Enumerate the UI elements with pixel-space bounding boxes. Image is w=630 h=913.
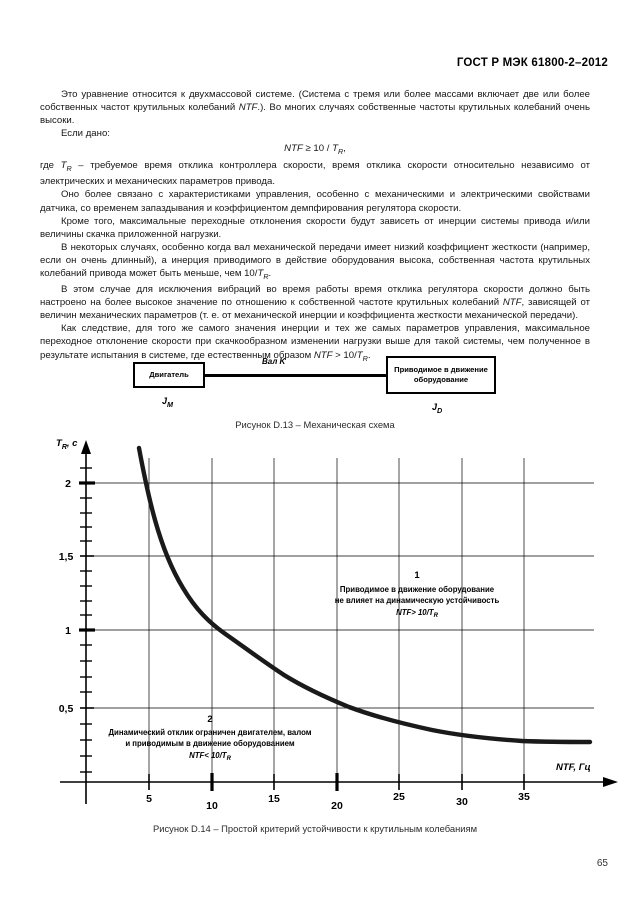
paragraph-4: Оно более связано с характеристиками упр… — [40, 189, 590, 214]
annotation-2-line1: Динамический отклик ограничен двигателем… — [108, 728, 311, 737]
x-tick-label-15: 15 — [268, 793, 280, 805]
paragraph-8: Как следствие, для того же самого значен… — [40, 323, 590, 363]
x-tick-label-25: 25 — [393, 791, 405, 803]
x-tick-label-30: 30 — [456, 796, 468, 808]
annotation-2-line3: NTF< 10/TR — [189, 751, 231, 762]
driven-equipment-box: Приводимое в движение оборудование — [386, 356, 496, 394]
figure-d13-caption: Рисунок D.13 – Механическая схема — [235, 419, 395, 430]
paragraph-5: Кроме того, максимальные переходные откл… — [40, 215, 590, 240]
driven-equipment-label: Приводимое в движение оборудование — [394, 365, 488, 384]
annotation-1-number: 1 — [414, 570, 420, 581]
paragraph-2: Если дано: — [61, 128, 110, 140]
annotation-1-line2: не влияет на динамическую устойчивость — [335, 596, 500, 605]
x-tick-label-20: 20 — [331, 800, 343, 812]
response-time-curve — [136, 445, 593, 745]
paragraph-7: В этом случае для исключения вибраций во… — [40, 284, 590, 322]
y-tick-label-1: 1 — [65, 625, 71, 637]
page-number: 65 — [596, 858, 608, 869]
y-axis-title: TR, c — [56, 438, 78, 451]
paragraph-6: В некоторых случаях, особенно когда вал … — [40, 241, 590, 281]
body-text-block: Это уравнение относится к двухмассовой с… — [40, 88, 590, 365]
paragraph-1: Это уравнение относится к двухмассовой с… — [40, 89, 590, 127]
motor-box: Двигатель — [133, 362, 205, 388]
x-axis — [60, 777, 618, 787]
y-axis — [81, 440, 91, 804]
chart-horizontal-gridlines — [86, 482, 594, 709]
motor-inertia-label: JM — [162, 396, 174, 409]
x-tick-label-5: 5 — [146, 793, 152, 805]
y-axis-major-ticks — [79, 481, 95, 632]
paragraph-3: где TR – требуемое время отклика контрол… — [40, 160, 590, 188]
chart-annotation-region-1: 1 Приводимое в движение оборудование не … — [335, 570, 500, 619]
x-axis-ticks — [148, 773, 525, 791]
chart-svg: 2 1,5 1 0,5 5 10 15 20 25 30 35 TR, c NT… — [56, 438, 618, 812]
shaft-connector-line — [205, 374, 386, 377]
motor-box-label: Двигатель — [149, 370, 189, 379]
y-axis-major-ticks-thin — [80, 555, 94, 709]
chart-annotation-region-2: 2 Динамический отклик ограничен двигател… — [108, 714, 311, 762]
x-tick-label-35: 35 — [518, 791, 530, 803]
y-tick-label-1-5: 1,5 — [59, 551, 74, 563]
y-tick-label-0-5: 0,5 — [59, 703, 74, 715]
y-tick-label-2: 2 — [65, 478, 71, 490]
annotation-2-line2: и приводимым в движение оборудованием — [125, 739, 295, 748]
annotation-2-number: 2 — [207, 714, 212, 725]
annotation-1-line3: NTF> 10/TR — [396, 608, 438, 619]
x-axis-title: NTF, Гц — [556, 762, 591, 773]
shaft-label: Вал K — [262, 357, 286, 366]
figure-d14-caption: Рисунок D.14 – Простой критерий устойчив… — [152, 823, 478, 834]
torsional-stability-chart: 2 1,5 1 0,5 5 10 15 20 25 30 35 TR, c NT… — [0, 430, 630, 815]
mechanical-schematic: Вал K Двигатель Приводимое в движение об… — [0, 352, 630, 430]
driven-inertia-label: JD — [432, 402, 443, 415]
formula-ntf: NTF ≥ 10 / TR, — [284, 143, 346, 157]
annotation-1-line1: Приводимое в движение оборудование — [340, 585, 495, 594]
document-standard-header: ГОСТ Р МЭК 61800-2–2012 — [456, 57, 608, 69]
x-tick-label-10: 10 — [206, 800, 218, 812]
chart-vertical-gridlines — [148, 458, 525, 782]
